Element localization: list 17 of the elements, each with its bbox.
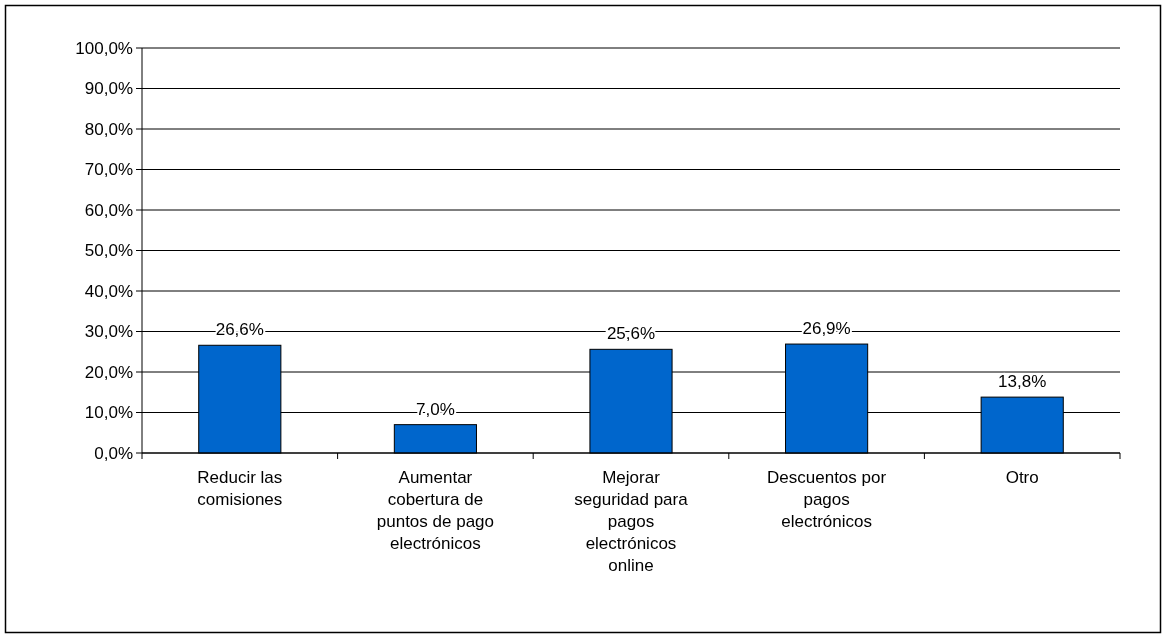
y-tick-label: 100,0% [75, 38, 133, 58]
x-tick-label: Aumentar cobertura de puntos de pago electrónicos [376, 468, 495, 553]
y-tick-label: 20,0% [84, 362, 133, 382]
y-tick-label: 0,0% [94, 443, 133, 463]
y-tick-label: 10,0% [84, 403, 133, 423]
y-tick-label: 30,0% [84, 322, 133, 342]
y-tick-label: 90,0% [84, 79, 133, 99]
y-tick-label: 50,0% [84, 241, 133, 261]
x-tick-label: Otro [1005, 468, 1039, 487]
x-tick-label: Mejorar seguridad para pagos electrónicos online [574, 468, 689, 575]
y-tick-label: 40,0% [84, 281, 133, 301]
data-label: 13,8% [998, 372, 1047, 392]
y-tick-label: 60,0% [84, 200, 133, 220]
x-tick-label: Reducir las comisiones [197, 468, 283, 509]
y-tick-label: 70,0% [84, 160, 133, 180]
x-tick-label: Descuentos por pagos electrónicos [767, 468, 887, 531]
y-tick-label: 80,0% [84, 119, 133, 139]
